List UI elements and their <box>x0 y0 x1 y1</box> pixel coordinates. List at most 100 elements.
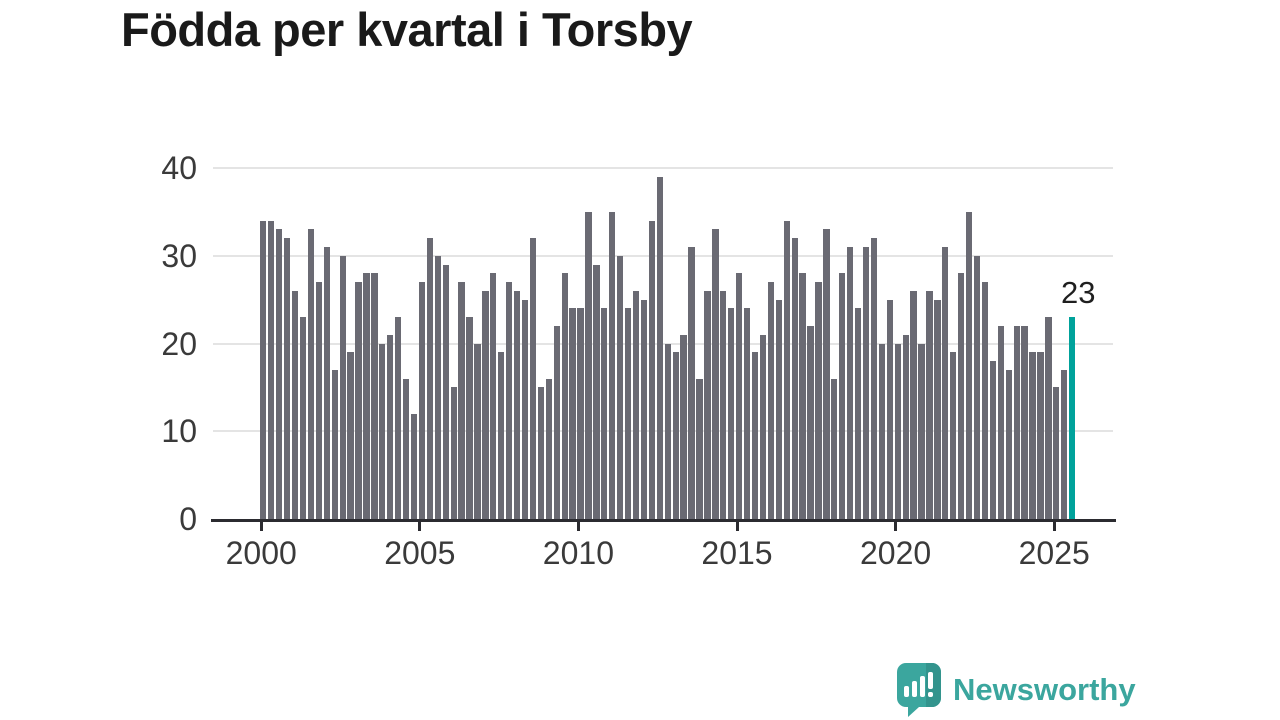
bar-2016-Q3 <box>783 220 790 519</box>
bar-2014-Q3 <box>720 290 727 519</box>
bar-2012-Q3 <box>656 176 663 519</box>
bar-2000-Q3 <box>276 229 283 519</box>
bar-2018-Q1 <box>831 378 838 519</box>
bar-2007-Q2 <box>490 273 497 519</box>
bar-2019-Q4 <box>886 299 893 519</box>
bar-2000-Q1 <box>260 220 267 519</box>
highlight-value-label: 23 <box>1060 275 1096 311</box>
bar-2020-Q1 <box>894 343 901 519</box>
bar-2002-Q3 <box>339 255 346 519</box>
bar-2018-Q2 <box>839 273 846 519</box>
bar-2013-Q4 <box>696 378 703 519</box>
gridline-y20 <box>213 342 1113 345</box>
bar-2002-Q2 <box>331 369 338 519</box>
bar-2024-Q2 <box>1029 352 1036 519</box>
bar-2025-Q1 <box>1053 387 1060 519</box>
bar-2014-Q1 <box>704 290 711 519</box>
bar-2023-Q4 <box>1013 325 1020 519</box>
bar-2007-Q4 <box>506 282 513 519</box>
x-axis-tick-2005 <box>418 522 422 531</box>
bar-2006-Q2 <box>458 282 465 519</box>
x-axis-tick-2000 <box>259 522 263 531</box>
bar-2001-Q4 <box>315 282 322 519</box>
bar-2009-Q1 <box>545 378 552 519</box>
bar-2013-Q3 <box>688 246 695 519</box>
bar-2009-Q2 <box>553 325 560 519</box>
x-axis-tick-2020 <box>894 522 898 531</box>
bar-2021-Q2 <box>934 299 941 519</box>
bar-2009-Q3 <box>561 273 568 519</box>
bar-2002-Q1 <box>323 246 330 519</box>
bar-2008-Q2 <box>521 299 529 519</box>
bar-2022-Q4 <box>981 282 989 519</box>
bar-2014-Q2 <box>712 229 719 519</box>
bar-2003-Q2 <box>363 273 370 519</box>
y-axis-label-30: 30 <box>161 237 197 274</box>
bar-2016-Q4 <box>791 238 798 519</box>
bar-2014-Q4 <box>728 308 735 519</box>
bar-2000-Q2 <box>268 220 275 519</box>
bar-2018-Q4 <box>854 308 862 519</box>
bar-2009-Q4 <box>569 308 576 519</box>
bar-2001-Q1 <box>291 290 299 519</box>
bar-2012-Q2 <box>648 220 656 519</box>
y-axis-label-40: 40 <box>161 150 197 186</box>
bar-2015-Q4 <box>759 334 767 519</box>
bar-2011-Q1 <box>609 211 616 519</box>
x-axis-label-2010: 2010 <box>542 535 614 571</box>
gridline-y10 <box>213 430 1113 433</box>
bar-2011-Q4 <box>632 290 640 519</box>
bar-2015-Q1 <box>736 273 743 519</box>
bar-2017-Q1 <box>799 273 806 519</box>
gridline-y40 <box>213 167 1113 169</box>
bar-2004-Q1 <box>387 334 394 519</box>
bar-2025-Q2 <box>1061 369 1068 519</box>
highlighted-bar-2025-Q3 <box>1069 317 1076 519</box>
bar-2001-Q3 <box>307 229 315 519</box>
x-axis-line <box>211 519 1116 522</box>
bar-2004-Q2 <box>395 317 402 519</box>
bar-2020-Q3 <box>910 290 917 519</box>
bar-2017-Q4 <box>823 229 830 519</box>
bar-2020-Q4 <box>918 343 925 519</box>
bar-2023-Q3 <box>1005 369 1012 519</box>
bar-2005-Q2 <box>426 238 434 519</box>
gridline-y30 <box>213 254 1113 257</box>
bar-2021-Q1 <box>926 290 933 519</box>
y-axis-label-0: 0 <box>179 501 197 537</box>
bar-2019-Q3 <box>878 343 886 519</box>
bar-2010-Q4 <box>601 308 608 519</box>
bar-2005-Q3 <box>434 255 441 519</box>
bar-2008-Q4 <box>537 387 545 519</box>
bar-2006-Q4 <box>474 343 481 519</box>
x-axis-label-2020: 2020 <box>860 535 932 571</box>
bar-2011-Q3 <box>624 308 632 519</box>
bar-2024-Q3 <box>1037 352 1044 519</box>
bar-2018-Q3 <box>847 246 854 519</box>
newsworthy-logo-text: Newsworthy <box>953 672 1136 707</box>
bar-2013-Q2 <box>680 334 687 519</box>
bar-2003-Q4 <box>379 343 386 519</box>
bar-2006-Q1 <box>450 387 457 519</box>
bar-2019-Q2 <box>870 238 878 519</box>
y-axis-label-10: 10 <box>161 413 197 450</box>
bar-2005-Q1 <box>418 282 426 519</box>
bar-2023-Q2 <box>997 325 1004 519</box>
bar-2006-Q3 <box>466 317 473 519</box>
x-axis-label-2015: 2015 <box>701 535 773 571</box>
bar-2007-Q1 <box>482 290 489 519</box>
bar-2002-Q4 <box>347 352 354 519</box>
bar-2010-Q3 <box>593 264 600 519</box>
newsworthy-logo-icon <box>897 663 941 717</box>
x-axis-tick-2025 <box>1052 522 1056 531</box>
x-axis-tick-2010 <box>576 522 580 531</box>
bar-2012-Q1 <box>640 299 648 519</box>
bar-2007-Q3 <box>498 352 505 519</box>
bar-2022-Q1 <box>958 273 965 519</box>
newsworthy-logo: Newsworthy <box>897 663 1136 717</box>
bar-2003-Q1 <box>355 282 362 519</box>
x-axis-label-2000: 2000 <box>225 535 297 571</box>
bar-2010-Q1 <box>577 308 584 519</box>
bar-2003-Q3 <box>371 273 378 519</box>
bar-2011-Q2 <box>617 255 624 519</box>
